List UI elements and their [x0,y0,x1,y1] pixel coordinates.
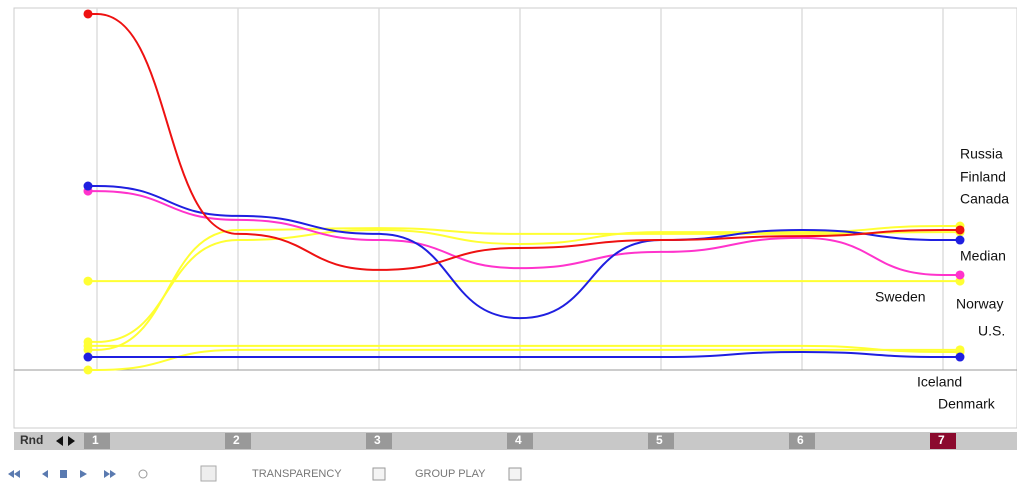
round-label: Rnd [20,433,43,447]
round-button[interactable] [789,433,815,449]
round-number: 5 [656,433,663,447]
start-dot [83,276,93,286]
round-arrows[interactable] [56,436,75,446]
round-number: 2 [233,433,240,447]
series-line [88,12,957,271]
round-button[interactable] [225,433,251,449]
country-label: Canada [960,191,1009,207]
chart-panel [13,7,1017,429]
end-dot [955,270,965,280]
round-number: 7 [938,433,945,447]
group-play-checkbox[interactable] [508,467,522,481]
start-dot [83,352,93,362]
series-line [88,348,957,371]
country-label: Sweden [875,289,926,305]
transparency-label: TRANSPARENCY [252,468,342,480]
country-label: Russia [960,146,1003,162]
country-label: Finland [960,169,1006,185]
country-label: Iceland [917,374,962,390]
country-label: Median [960,248,1006,264]
country-label: Norway [956,296,1003,312]
round-number: 4 [515,433,522,447]
end-dot [955,235,965,245]
round-button[interactable] [648,433,674,449]
end-dot [955,225,965,235]
series-line [88,225,957,343]
country-label: Denmark [938,396,996,412]
round-button[interactable] [507,433,533,449]
round-button[interactable] [84,433,110,449]
start-dot [83,9,93,19]
end-dot [955,345,965,355]
series-line [88,190,957,276]
round-number: 6 [797,433,804,447]
round-number: 3 [374,433,381,447]
series-line [88,185,957,320]
end-dot [955,352,965,362]
group-play-label: GROUP PLAY [415,468,486,480]
start-dot [83,181,93,191]
start-dot [83,365,93,375]
round-button[interactable] [366,433,392,449]
round-number: 1 [92,433,99,447]
series-line [88,344,957,353]
player-controls[interactable] [8,465,217,482]
start-dot [83,341,93,351]
round-button[interactable] [930,433,956,449]
series-line [88,350,957,359]
country-label: U.S. [978,323,1005,339]
transparency-checkbox[interactable] [372,467,386,481]
series-line [88,227,957,351]
